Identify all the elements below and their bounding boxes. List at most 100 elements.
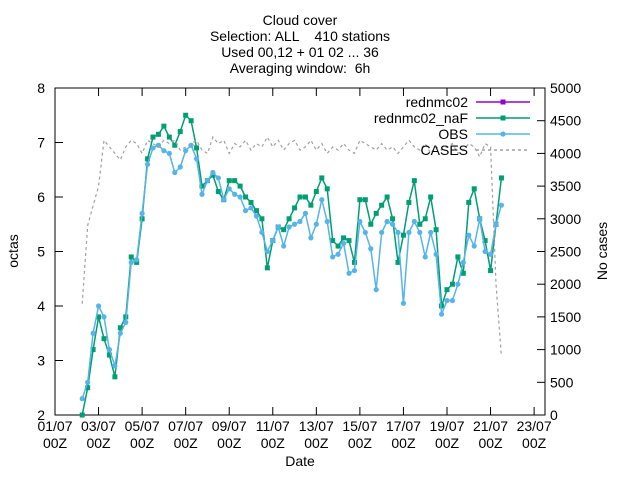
point	[455, 281, 461, 287]
x-tick-label: 23/07 00Z	[516, 418, 552, 451]
point	[134, 259, 140, 265]
point	[79, 412, 85, 418]
y2-tick-label: 500	[550, 374, 574, 390]
point	[155, 131, 161, 137]
point	[466, 232, 472, 238]
point	[362, 229, 368, 236]
point	[145, 156, 151, 162]
point	[471, 186, 477, 192]
point	[477, 216, 483, 222]
point	[384, 194, 390, 200]
point	[150, 145, 156, 151]
y2-tick-label: 1500	[550, 309, 581, 325]
point	[346, 238, 352, 244]
point	[188, 118, 194, 124]
point	[253, 208, 259, 214]
point	[90, 330, 96, 336]
point	[248, 199, 254, 205]
point	[460, 259, 466, 265]
point	[488, 268, 494, 274]
point	[319, 175, 325, 181]
point	[166, 134, 172, 140]
point	[259, 229, 265, 236]
x-axis-label: Date	[285, 453, 315, 469]
point	[177, 129, 183, 135]
series-line	[81, 135, 502, 357]
y-tick-label: 3	[37, 353, 45, 369]
point	[221, 197, 227, 203]
point	[395, 259, 401, 265]
point	[313, 189, 319, 195]
point	[428, 194, 434, 200]
point	[106, 347, 113, 353]
point	[308, 202, 314, 208]
point	[193, 156, 200, 162]
point	[281, 243, 287, 249]
point	[444, 287, 450, 293]
point	[199, 191, 205, 197]
point	[237, 194, 243, 200]
point	[368, 246, 374, 252]
x-tick-label: 15/07 00Z	[342, 418, 378, 451]
point	[341, 235, 347, 241]
point	[281, 227, 287, 233]
y-tick-label: 8	[37, 80, 45, 96]
point	[330, 238, 336, 244]
point	[357, 197, 363, 203]
x-tick-label: 09/07 00Z	[211, 418, 247, 451]
legend-marker	[500, 99, 506, 105]
y-tick-label: 7	[37, 135, 45, 151]
point	[144, 161, 151, 167]
point	[128, 259, 134, 265]
y-tick-label: 6	[37, 189, 45, 205]
point	[194, 145, 200, 151]
y2-tick-label: 5000	[550, 80, 581, 96]
x-tick-label: 03/07 00Z	[81, 418, 117, 451]
point	[85, 379, 91, 385]
point	[134, 257, 140, 263]
point	[389, 221, 396, 227]
chart-title: Selection: ALL 410 stations	[210, 28, 390, 44]
x-tick-label: 05/07 00Z	[124, 418, 160, 451]
y2-tick-label: 0	[550, 407, 558, 423]
point	[183, 148, 189, 154]
point	[422, 254, 428, 260]
point	[139, 210, 145, 216]
point	[335, 251, 341, 257]
y-tick-label: 2	[37, 407, 45, 423]
point	[444, 297, 450, 304]
point	[232, 191, 238, 197]
y2-tick-label: 2000	[550, 276, 581, 292]
point	[379, 202, 385, 208]
point	[471, 243, 477, 249]
point	[422, 216, 428, 222]
point	[493, 221, 499, 227]
x-tick-label: 11/07 00Z	[255, 418, 290, 451]
point	[243, 194, 249, 200]
point	[286, 216, 292, 222]
point	[155, 142, 162, 148]
y2-tick-label: 3000	[550, 211, 581, 227]
point	[373, 210, 379, 216]
point	[112, 374, 118, 380]
x-tick-label: 19/07 00Z	[429, 418, 465, 451]
point	[417, 221, 423, 227]
x-tick-label: 21/07 00Z	[473, 418, 509, 451]
point	[123, 319, 129, 325]
point	[204, 178, 211, 184]
point	[384, 218, 390, 225]
legend-marker	[500, 131, 506, 137]
point	[498, 202, 505, 208]
point	[433, 227, 439, 233]
point	[161, 123, 167, 129]
x-tick-label: 13/07 00Z	[298, 418, 334, 451]
y2-tick-label: 2500	[550, 244, 581, 260]
point	[428, 229, 434, 236]
point	[264, 265, 270, 271]
point	[357, 218, 363, 225]
point	[259, 216, 265, 222]
y2-tick-label: 4000	[550, 145, 581, 161]
point	[117, 325, 123, 331]
point	[215, 175, 221, 181]
